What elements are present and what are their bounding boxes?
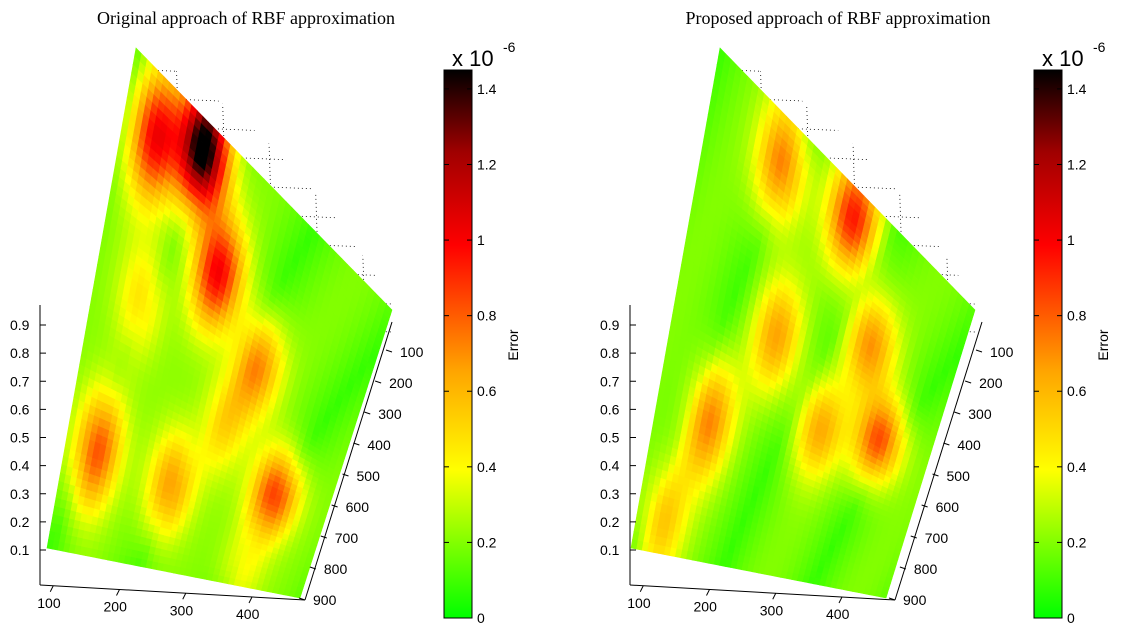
z-tick-label: 0.8 <box>10 345 30 361</box>
colorbar-multiplier: x 10 <box>452 46 494 71</box>
y-tick-mark <box>374 380 382 384</box>
surface <box>630 38 978 599</box>
x-tick-mark <box>49 585 54 592</box>
colorbar-gradient <box>443 69 473 619</box>
surface <box>46 38 395 599</box>
z-axis-ticks: 0.1 0.2 0.3 0.4 0.5 0.6 0.7 0.8 0.9 <box>10 317 46 558</box>
z-tick-label: 0.2 <box>10 514 30 530</box>
x-tick-label: 200 <box>104 599 128 615</box>
x-tick-mark <box>116 589 120 596</box>
chart-title: Proposed approach of RBF approximation <box>686 8 991 28</box>
z-tick-label: 0.9 <box>10 317 30 333</box>
z-tick-label: 0.1 <box>10 542 30 558</box>
colorbar-tick-label: 1.4 <box>477 81 497 97</box>
chart-panel-original: Original approach of RBF approximation 0… <box>10 8 521 625</box>
y-tick-label: 900 <box>313 592 337 608</box>
y-tick-label: 700 <box>335 530 359 546</box>
colorbar-tick-label: 0.8 <box>477 308 497 324</box>
colorbar: 0 0.2 0.4 0.6 0.8 1 1.2 1.4 x 10 -6 Error <box>443 39 521 625</box>
colorbar-tick-label: 0.6 <box>477 383 497 399</box>
z-tick-label: 0.3 <box>10 486 30 502</box>
colorbar-tick-label: 1.2 <box>477 156 497 172</box>
chart-panel-proposed: Proposed approach of RBF approximation 0… <box>600 8 1111 625</box>
colorbar-label: Error <box>505 329 521 360</box>
y-tick-label: 500 <box>357 468 381 484</box>
y-tick-mark <box>385 349 393 353</box>
y-tick-label: 100 <box>400 344 424 360</box>
y-tick-mark <box>320 535 327 539</box>
surface-cell <box>294 591 302 599</box>
chart-title: Original approach of RBF approximation <box>97 8 395 28</box>
y-tick-label: 300 <box>378 406 402 422</box>
z-tick-label: 0.5 <box>10 430 30 446</box>
colorbar-tick-label: 0.4 <box>477 459 497 475</box>
x-tick-label: 100 <box>37 595 61 611</box>
y-tick-label: 200 <box>389 375 413 391</box>
x-tick-label: 400 <box>236 606 260 622</box>
colorbar-tick-label: 0.2 <box>477 534 497 550</box>
x-tick-label: 300 <box>170 602 194 618</box>
colorbar-exponent: -6 <box>503 39 516 55</box>
z-tick-label: 0.4 <box>10 458 30 474</box>
y-tick-mark <box>364 411 371 415</box>
x-tick-mark <box>182 593 187 600</box>
z-tick-label: 0.6 <box>10 401 30 417</box>
z-tick-label: 0.7 <box>10 373 30 389</box>
y-tick-label: 400 <box>367 437 391 453</box>
colorbar-tick-label: 0 <box>477 610 485 625</box>
colorbar-tick-label: 1 <box>477 232 485 248</box>
x-tick-mark <box>248 596 253 604</box>
y-tick-label: 600 <box>346 499 370 515</box>
y-tick-label: 800 <box>324 561 348 577</box>
